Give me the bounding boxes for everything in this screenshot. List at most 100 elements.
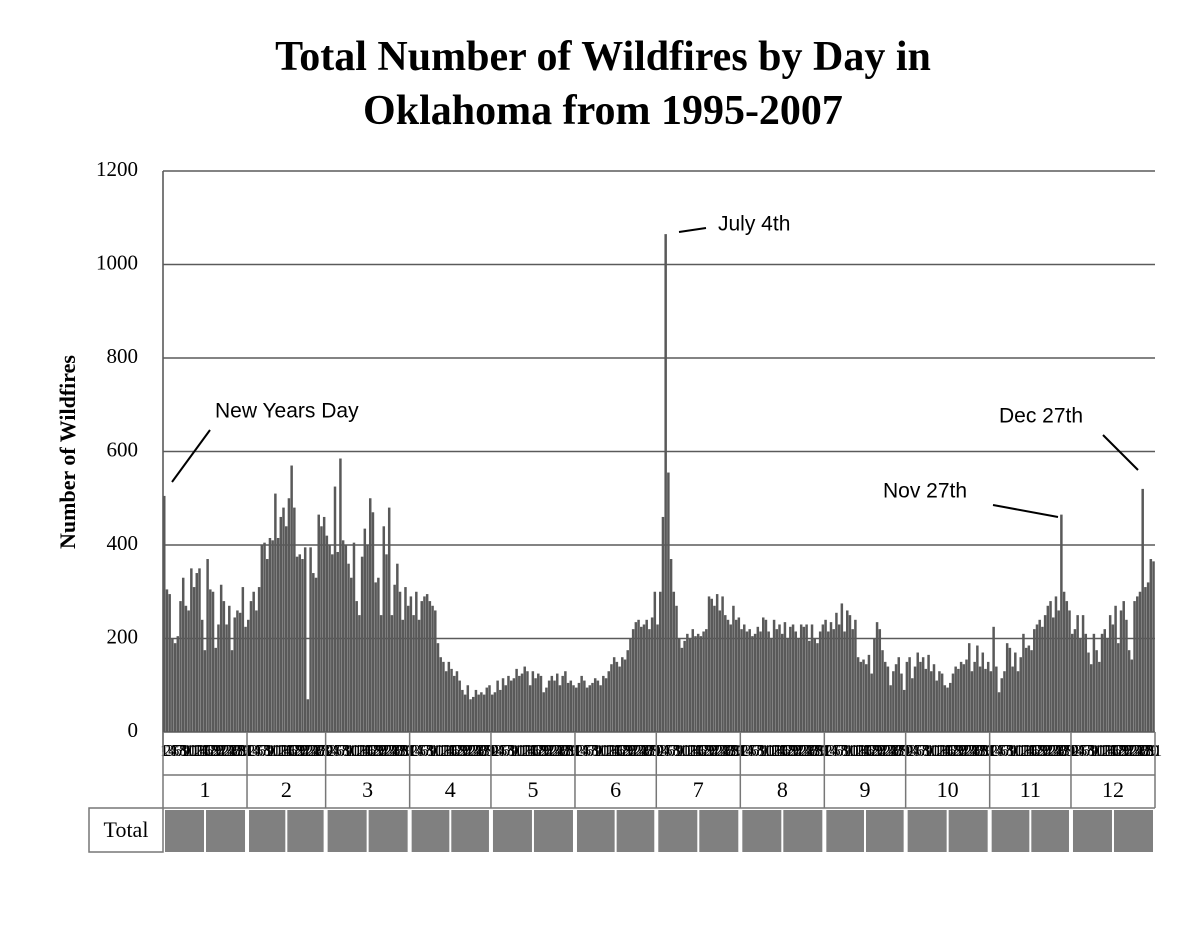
bar xyxy=(615,661,619,732)
bar xyxy=(1079,638,1082,732)
day-label: 19 xyxy=(289,741,306,760)
day-label: 12 xyxy=(928,741,945,760)
day-label: 4 xyxy=(1076,741,1085,760)
day-label: 17 xyxy=(283,741,301,760)
bar xyxy=(482,694,486,732)
bar xyxy=(1003,671,1006,732)
day-label: 10 xyxy=(923,741,940,760)
bar xyxy=(919,661,922,732)
bar xyxy=(984,668,987,732)
bar xyxy=(203,650,207,732)
day-label: 17 xyxy=(777,741,795,760)
day-label: 18 xyxy=(449,741,466,760)
bar xyxy=(642,624,646,732)
bar xyxy=(1133,601,1136,732)
total-cell xyxy=(658,810,698,852)
bar xyxy=(1106,638,1109,732)
bar xyxy=(981,652,985,732)
bar xyxy=(930,671,933,732)
bar xyxy=(908,657,911,732)
day-label: 4 xyxy=(911,741,920,760)
day-label: 20 xyxy=(1034,741,1051,760)
bar xyxy=(328,545,331,732)
day-label: 8 xyxy=(426,741,435,760)
day-label: 8 xyxy=(263,741,272,760)
bar xyxy=(1092,633,1096,732)
day-label: 27 xyxy=(804,741,822,760)
day-label: 14 xyxy=(354,741,372,760)
bar xyxy=(767,631,770,732)
day-label: 23 xyxy=(877,741,894,760)
bar xyxy=(379,615,383,732)
day-label: 11 xyxy=(761,741,777,760)
day-label: 3 xyxy=(743,741,752,760)
bar xyxy=(574,687,578,732)
day-label: 18 xyxy=(779,741,796,760)
bar xyxy=(439,657,442,732)
bar xyxy=(946,687,949,732)
day-label: 31 xyxy=(237,741,254,760)
day-label: 2 xyxy=(1071,741,1080,760)
bar xyxy=(230,650,234,732)
day-label: 5 xyxy=(171,741,180,760)
day-label: 3 xyxy=(659,741,668,760)
day-label: 18 xyxy=(530,741,547,760)
day-label: 29 xyxy=(316,741,333,760)
bar xyxy=(398,591,402,732)
bar xyxy=(1138,591,1142,732)
day-label: 13 xyxy=(682,741,699,760)
day-label: 2 xyxy=(325,741,334,760)
day-label: 29 xyxy=(974,741,991,760)
day-label: 10 xyxy=(427,741,444,760)
day-label: 6 xyxy=(420,741,429,760)
day-label: 7 xyxy=(670,741,679,760)
bar xyxy=(385,554,388,732)
day-label: 28 xyxy=(392,741,409,760)
day-label: 22 xyxy=(625,741,642,760)
bar xyxy=(1095,650,1098,732)
bar xyxy=(805,624,808,732)
total-cell xyxy=(451,810,489,852)
day-label: 30 xyxy=(646,741,663,760)
day-label: 18 xyxy=(614,741,631,760)
bar xyxy=(1141,488,1144,732)
day-label: 5 xyxy=(998,741,1007,760)
day-label: 27 xyxy=(888,741,906,760)
bar xyxy=(469,699,472,732)
bar xyxy=(1081,615,1085,732)
bar xyxy=(528,685,532,732)
bar xyxy=(547,680,551,732)
bar xyxy=(1038,619,1041,732)
day-label: 30 xyxy=(896,741,913,760)
day-label: 22 xyxy=(1121,741,1138,760)
y-tick-label: 1000 xyxy=(96,250,138,274)
day-label: 4 xyxy=(252,741,261,760)
bar xyxy=(813,638,816,732)
day-label: 8 xyxy=(840,741,849,760)
bar xyxy=(1149,559,1153,732)
bar xyxy=(257,587,261,732)
day-label: 3 xyxy=(166,741,175,760)
bar xyxy=(610,664,613,732)
bar xyxy=(168,594,171,732)
bar xyxy=(1076,615,1079,732)
bar xyxy=(940,673,944,732)
bar xyxy=(721,596,724,732)
bar xyxy=(368,498,372,732)
bar xyxy=(734,619,738,732)
day-label: 17 xyxy=(693,741,711,760)
day-label: 17 xyxy=(1107,741,1125,760)
bar xyxy=(444,671,448,732)
bar xyxy=(626,650,629,732)
day-label: 27 xyxy=(226,741,244,760)
day-label: 28 xyxy=(476,741,493,760)
day-label: 14 xyxy=(934,741,952,760)
day-label: 23 xyxy=(1123,741,1140,760)
bar xyxy=(355,601,358,732)
day-label: 4 xyxy=(331,741,340,760)
day-label: 23 xyxy=(958,741,975,760)
bar xyxy=(298,554,302,732)
day-label: 3 xyxy=(412,741,421,760)
bar xyxy=(588,685,592,732)
day-label: 13 xyxy=(272,741,289,760)
